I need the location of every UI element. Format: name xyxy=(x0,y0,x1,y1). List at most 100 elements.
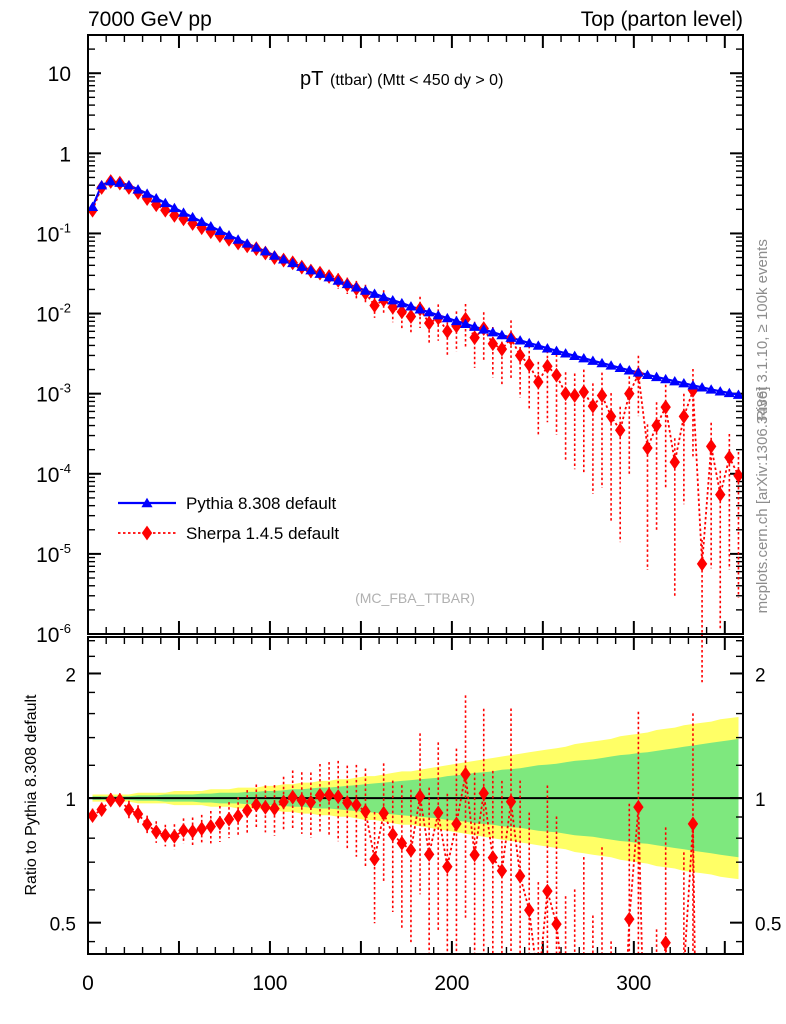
data-marker-diamond xyxy=(360,804,371,819)
data-marker-diamond xyxy=(496,863,508,879)
main-y-tick-label: 10-3 xyxy=(36,381,71,407)
data-marker-diamond xyxy=(669,454,680,470)
x-tick-label: 100 xyxy=(252,972,287,995)
x-tick-label: 300 xyxy=(616,972,651,995)
data-marker-triangle xyxy=(532,340,544,350)
data-marker-triangle xyxy=(450,315,463,326)
data-marker-triangle xyxy=(223,230,235,240)
data-marker-triangle xyxy=(177,207,190,217)
data-marker-diamond xyxy=(569,388,580,403)
data-marker-triangle xyxy=(350,282,362,292)
data-marker-diamond xyxy=(287,789,298,805)
data-marker-diamond xyxy=(214,815,226,831)
main-panel-frame xyxy=(87,34,744,635)
data-marker-diamond xyxy=(596,388,608,403)
data-marker-diamond xyxy=(305,794,317,810)
main-panel-ticks xyxy=(87,34,744,635)
data-marker-triangle xyxy=(623,365,635,375)
data-marker-diamond xyxy=(560,386,571,402)
title-observable: pT xyxy=(300,68,323,90)
data-marker-diamond xyxy=(369,851,380,867)
data-marker-diamond xyxy=(687,382,699,398)
data-marker-diamond xyxy=(442,859,453,874)
data-marker-triangle xyxy=(150,193,162,203)
data-marker-triangle xyxy=(569,350,581,360)
data-marker-diamond xyxy=(396,835,408,851)
side-label-rivet: Rivet 3.1.10, ≥ 100k events xyxy=(754,239,771,421)
main-panel-title: pT (ttbar) (Mtt < 450 dy > 0) xyxy=(300,68,503,90)
data-marker-diamond xyxy=(96,802,107,817)
data-marker-diamond xyxy=(660,935,671,951)
data-marker-diamond xyxy=(614,422,626,438)
data-marker-diamond xyxy=(469,847,480,863)
data-marker-triangle xyxy=(587,355,599,365)
data-marker-diamond xyxy=(542,358,553,374)
data-marker-diamond xyxy=(160,202,171,218)
side-label-mcplots: mcplots.cern.ch [arXiv:1306.3436] xyxy=(754,387,771,614)
data-marker-triangle xyxy=(714,386,726,396)
data-marker-diamond xyxy=(151,824,162,840)
data-marker-triangle xyxy=(323,271,335,282)
data-marker-triangle xyxy=(432,309,444,320)
data-marker-triangle xyxy=(696,382,708,392)
ratio-y-tick-label-right: 1 xyxy=(755,790,766,811)
main-y-tick-label: 10-2 xyxy=(36,301,71,327)
data-marker-diamond xyxy=(423,315,435,331)
data-marker-triangle xyxy=(650,371,663,382)
data-marker-diamond xyxy=(387,827,398,843)
data-marker-diamond xyxy=(160,827,171,843)
data-marker-diamond xyxy=(260,799,271,815)
data-marker-triangle xyxy=(687,380,699,390)
data-marker-triangle xyxy=(359,285,372,295)
data-marker-triangle xyxy=(405,301,417,311)
pythia-curve xyxy=(91,179,739,396)
data-marker-triangle xyxy=(141,497,153,508)
data-marker-diamond xyxy=(633,799,644,815)
ratio-sherpa-curve xyxy=(92,774,696,953)
data-marker-triangle xyxy=(578,353,590,363)
data-marker-diamond xyxy=(724,450,735,465)
data-marker-diamond xyxy=(169,207,180,223)
data-marker-diamond xyxy=(551,367,562,383)
data-marker-diamond xyxy=(715,487,726,502)
data-marker-diamond xyxy=(624,911,635,927)
legend-entry-label: Sherpa 1.4.5 default xyxy=(186,524,339,543)
data-marker-triangle xyxy=(187,211,199,222)
data-marker-triangle xyxy=(268,250,281,260)
header-right-process: Top (parton level) xyxy=(581,8,743,31)
data-marker-diamond xyxy=(660,399,671,415)
data-marker-triangle xyxy=(86,201,99,212)
main-y-tick-label: 1 xyxy=(59,143,71,166)
ratio-panel-frame xyxy=(87,636,744,955)
ratio-y-tick-label-left: 1 xyxy=(65,790,76,811)
data-marker-triangle xyxy=(341,278,353,289)
data-marker-diamond xyxy=(514,868,526,884)
data-marker-diamond xyxy=(487,850,499,866)
data-marker-diamond xyxy=(187,823,198,839)
data-marker-triangle xyxy=(241,238,253,248)
data-marker-triangle xyxy=(505,332,517,342)
data-marker-diamond xyxy=(369,298,380,313)
data-marker-triangle xyxy=(678,378,690,388)
data-marker-diamond xyxy=(587,398,599,414)
main-panel-y-tick-labels: 10 1 10-1 10-2 10-3 10-4 10-5 10-6 xyxy=(36,63,71,647)
data-marker-diamond xyxy=(396,304,408,320)
data-marker-diamond xyxy=(533,374,544,390)
data-marker-triangle xyxy=(105,175,117,186)
data-marker-diamond xyxy=(496,341,508,357)
data-marker-triangle xyxy=(205,221,217,231)
data-marker-triangle xyxy=(368,288,381,298)
data-marker-diamond xyxy=(205,819,217,834)
data-marker-diamond xyxy=(296,793,307,808)
data-marker-triangle xyxy=(669,376,681,386)
data-marker-diamond xyxy=(323,787,335,803)
data-marker-triangle xyxy=(314,268,326,278)
data-marker-triangle xyxy=(305,264,317,275)
data-marker-diamond xyxy=(114,792,126,808)
data-marker-triangle xyxy=(423,306,435,317)
data-marker-diamond xyxy=(232,808,244,824)
ratio-series-clipped xyxy=(89,695,699,953)
data-marker-triangle xyxy=(277,254,290,264)
data-marker-triangle xyxy=(469,321,481,331)
